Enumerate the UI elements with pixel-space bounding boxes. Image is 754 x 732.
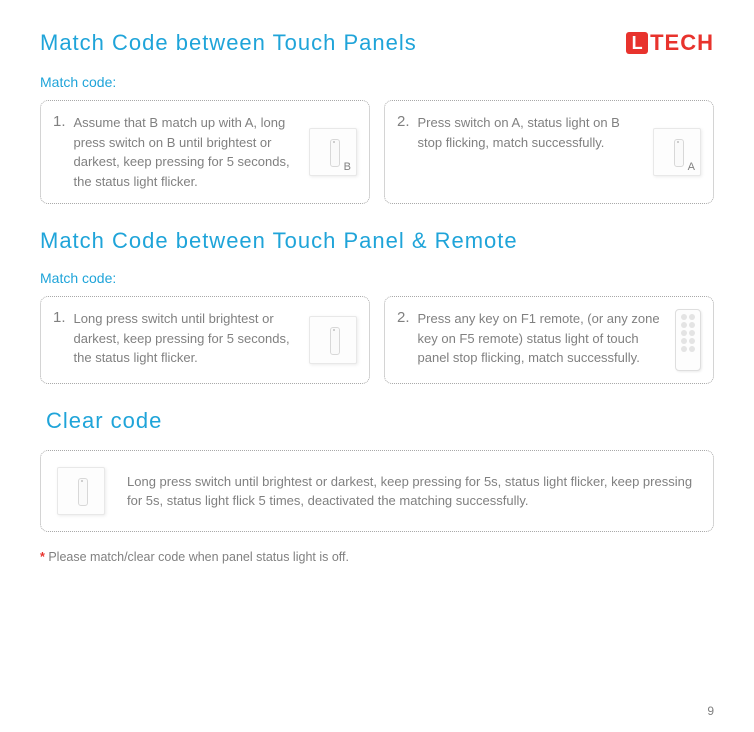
touch-panel-icon [57, 467, 105, 515]
panel-label: B [344, 161, 351, 173]
logo-l-icon: L [626, 32, 648, 54]
step-box-4: 2. Press any key on F1 remote, (or any z… [384, 296, 714, 384]
footnote-text: Please match/clear code when panel statu… [45, 550, 349, 564]
touch-panel-b-icon: B [309, 128, 357, 176]
section1-steps: 1. Assume that B match up with A, long p… [40, 100, 714, 204]
step-text: Press switch on A, status light on B sto… [418, 113, 645, 152]
section3-title: Clear code [46, 408, 714, 434]
step-text: Assume that B match up with A, long pres… [74, 113, 301, 191]
page-header: Match Code between Touch Panels L TECH [40, 30, 714, 56]
clear-code-text: Long press switch until brightest or dar… [127, 472, 697, 511]
step-box-2: 2. Press switch on A, status light on B … [384, 100, 714, 204]
step-box-3: 1. Long press switch until brightest or … [40, 296, 370, 384]
step-text: Press any key on F1 remote, (or any zone… [418, 309, 667, 368]
step-number: 2. [397, 113, 410, 130]
page-number: 9 [707, 704, 714, 718]
panel-label: A [688, 161, 695, 173]
section1-sub: Match code: [40, 74, 714, 90]
step-number: 2. [397, 309, 410, 326]
step-box-1: 1. Assume that B match up with A, long p… [40, 100, 370, 204]
logo-text: TECH [650, 30, 714, 56]
step-text: Long press switch until brightest or dar… [74, 309, 301, 368]
section2-steps: 1. Long press switch until brightest or … [40, 296, 714, 384]
section1-title: Match Code between Touch Panels [40, 30, 417, 56]
touch-panel-icon [309, 316, 357, 364]
section2-title: Match Code between Touch Panel & Remote [40, 228, 714, 254]
remote-icon [675, 309, 701, 371]
touch-panel-a-icon: A [653, 128, 701, 176]
clear-code-box: Long press switch until brightest or dar… [40, 450, 714, 532]
brand-logo: L TECH [626, 30, 714, 56]
footnote: * Please match/clear code when panel sta… [40, 550, 714, 564]
step-number: 1. [53, 309, 66, 326]
section2-sub: Match code: [40, 270, 714, 286]
step-number: 1. [53, 113, 66, 130]
